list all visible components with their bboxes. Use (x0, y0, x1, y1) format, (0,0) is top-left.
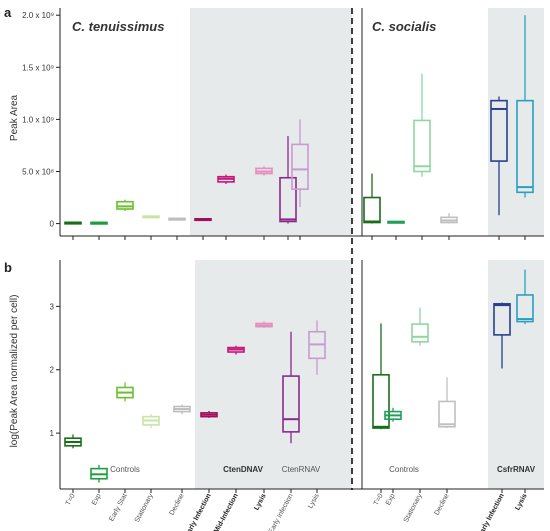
panel-a-box-3 (142, 215, 160, 219)
x-category-label: Stationary (134, 492, 155, 524)
panel-b-box-9 (308, 320, 326, 375)
panel-a-box-6 (217, 174, 235, 184)
panel-a-box-7 (255, 166, 273, 176)
panel-a-box-0 (64, 221, 82, 225)
box-iqr (372, 374, 390, 429)
panel-b-box-4 (173, 404, 191, 415)
panel-b-shade-region-1 (488, 260, 544, 489)
ylabel-panel-a: Peak Area (9, 94, 20, 141)
x-category-label: T=0 (65, 493, 77, 507)
x-category-label: Early Infection (268, 493, 295, 531)
group-label-controls-left: Controls (110, 465, 140, 474)
panel-b-box-11 (384, 407, 402, 422)
panel-a-box-15 (516, 15, 534, 198)
group-label-csfrnav: CsfrRNAV (497, 465, 536, 474)
panel-a-box-11 (387, 220, 405, 224)
panel-a-box-8 (279, 136, 297, 224)
x-category-label: Decline (169, 493, 186, 517)
panel-b-box-12 (411, 307, 429, 346)
panel-a-box-10 (363, 173, 381, 224)
box-iqr (363, 196, 381, 224)
panel-b-box-1 (90, 464, 108, 483)
x-category-label: Lysis (307, 492, 321, 510)
x-category-label: Decline (434, 493, 451, 517)
panel-a-ytick-label: 1.5 x 10⁹ (22, 63, 54, 72)
group-label-ctenrnav: CtenRNAV (282, 465, 321, 474)
panel-a-box-14 (490, 96, 508, 216)
box-iqr (411, 323, 429, 343)
panel-a-shade-region-1 (488, 8, 544, 236)
x-category-label: Exp (91, 493, 103, 507)
x-category-label: Stationary (403, 492, 424, 524)
panel-b-box-10 (372, 323, 390, 430)
box-iqr (282, 375, 300, 433)
box-iqr (493, 303, 511, 336)
panel-a-ytick-label: 2.0 x 10⁹ (22, 11, 54, 20)
panel-a-ytick-label: 5.0 x 10⁸ (22, 167, 54, 176)
x-category-label: Early Infection (184, 493, 213, 531)
group-label-controls-right: Controls (389, 465, 419, 474)
panel-b-ytick-label: 3 (50, 302, 55, 311)
panel-b-box-5 (200, 410, 218, 418)
box-iqr (516, 294, 534, 323)
panel-b-box-7 (255, 321, 273, 328)
panel-b-box-8 (282, 331, 300, 444)
panel-a-ytick-label: 1.0 x 10⁹ (22, 115, 54, 124)
x-category-label: Early Infection (477, 493, 506, 531)
panel-b-box-13 (438, 377, 456, 429)
panel-a-box-5 (194, 217, 212, 222)
panel-a-box-4 (168, 217, 186, 221)
panel-a-ytick-label: 0 (50, 220, 55, 229)
box-iqr (291, 143, 309, 190)
ylabel-panel-b: log(Peak Area normalized per cell) (9, 295, 20, 448)
panel-a-label: a (4, 5, 12, 20)
panel-b-shade-region-0 (195, 260, 352, 489)
panel-a-shade-region-0 (190, 8, 352, 236)
panel-b-box-6 (227, 345, 245, 355)
box-iqr (516, 99, 534, 194)
panel-a-box-1 (90, 221, 108, 225)
species-right-title: C. socialis (372, 19, 436, 34)
panel-a-box-12 (413, 73, 431, 177)
panel-b-box-14 (493, 302, 511, 369)
box-iqr (413, 119, 431, 173)
panel-a-box-13 (440, 213, 458, 224)
box-iqr (438, 400, 456, 428)
x-category-label: Lysis (253, 493, 268, 512)
x-category-label: T=0 (373, 493, 385, 507)
panel-b-ytick-label: 1 (50, 429, 55, 438)
x-category-label: Exp (385, 493, 397, 507)
panel-b-label: b (4, 260, 12, 275)
panel-b-ytick-label: 2 (50, 366, 55, 375)
x-category-label: Lysis (514, 493, 529, 512)
box-iqr (116, 200, 134, 210)
box-iqr (279, 176, 297, 223)
panel-b-box-15 (516, 269, 534, 325)
group-label-ctendnav: CtenDNAV (223, 465, 264, 474)
panel-b-box-0 (64, 434, 82, 449)
x-category-label: Mid-Infection (213, 493, 240, 531)
panel-b-box-2 (116, 382, 134, 402)
panel-b-box-3 (142, 414, 160, 429)
panel-a-box-9 (291, 119, 309, 207)
box-iqr (490, 99, 508, 162)
panel-a-box-2 (116, 199, 134, 212)
x-category-label: Early Stat (108, 493, 128, 523)
species-left-title: C. tenuissimus (72, 19, 164, 34)
